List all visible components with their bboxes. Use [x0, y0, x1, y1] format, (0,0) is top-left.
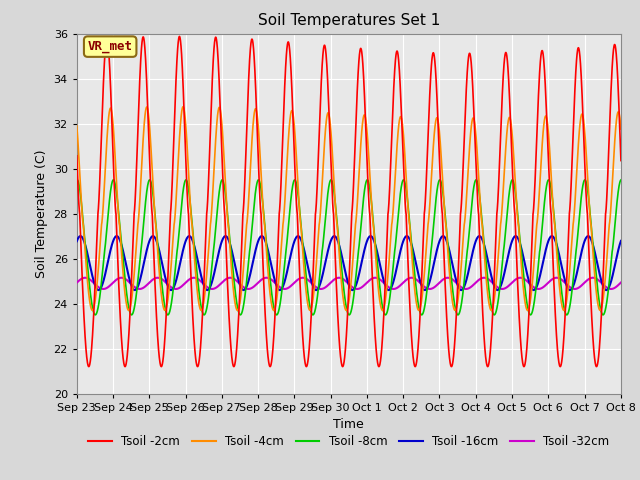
X-axis label: Time: Time: [333, 418, 364, 431]
Legend: Tsoil -2cm, Tsoil -4cm, Tsoil -8cm, Tsoil -16cm, Tsoil -32cm: Tsoil -2cm, Tsoil -4cm, Tsoil -8cm, Tsoi…: [84, 430, 614, 453]
Title: Soil Temperatures Set 1: Soil Temperatures Set 1: [258, 13, 440, 28]
Text: VR_met: VR_met: [88, 40, 132, 53]
Y-axis label: Soil Temperature (C): Soil Temperature (C): [35, 149, 48, 278]
